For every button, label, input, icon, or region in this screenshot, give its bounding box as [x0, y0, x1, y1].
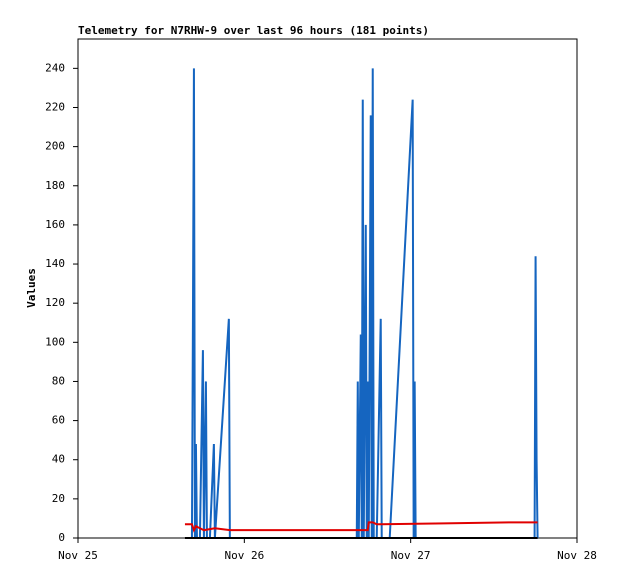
data-line	[184, 521, 538, 533]
y-tick-label: 60	[52, 414, 65, 427]
data-line	[190, 68, 539, 539]
y-tick-label: 220	[45, 100, 65, 113]
y-tick-label: 200	[45, 140, 65, 153]
y-tick-label: 240	[45, 61, 65, 74]
y-tick-label: 160	[45, 218, 65, 231]
y-tick-label: 140	[45, 257, 65, 270]
y-tick-label: 100	[45, 335, 65, 348]
x-tick-label: Nov 25	[58, 549, 98, 562]
y-tick-label: 120	[45, 296, 65, 309]
y-tick-label: 20	[52, 492, 65, 505]
y-tick-label: 40	[52, 453, 65, 466]
x-tick-label: Nov 26	[224, 549, 264, 562]
y-tick-label: 0	[58, 531, 65, 544]
y-tick-label: 80	[52, 374, 65, 387]
x-tick-label: Nov 28	[557, 549, 597, 562]
chart-title: Telemetry for N7RHW-9 over last 96 hours…	[78, 24, 429, 37]
x-tick-label: Nov 27	[391, 549, 431, 562]
y-tick-label: 180	[45, 179, 65, 192]
y-axis-label: Values	[25, 268, 38, 308]
